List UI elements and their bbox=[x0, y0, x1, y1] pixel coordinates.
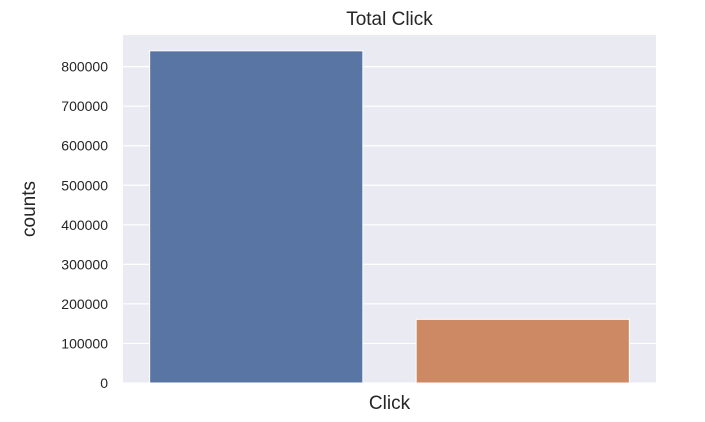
y-tick-label: 500000 bbox=[61, 177, 108, 193]
x-axis-label: Click bbox=[369, 393, 411, 414]
y-tick-label: 700000 bbox=[61, 98, 108, 114]
y-axis-label: counts bbox=[19, 181, 40, 237]
bar bbox=[149, 50, 364, 384]
y-tick-label: 100000 bbox=[61, 335, 108, 351]
y-tick-label: 800000 bbox=[61, 59, 108, 75]
bar bbox=[415, 318, 630, 384]
y-tick-label: 600000 bbox=[61, 138, 108, 154]
bars bbox=[149, 50, 630, 384]
y-tick-label: 200000 bbox=[61, 296, 108, 312]
y-tick-labels: 0 100000 200000 300000 400000 500000 600000 700… bbox=[61, 59, 108, 391]
y-tick-label: 0 bbox=[100, 375, 108, 391]
chart-title: Total Click bbox=[346, 9, 433, 30]
y-tick-label: 400000 bbox=[61, 217, 108, 233]
y-tick-label: 300000 bbox=[61, 256, 108, 272]
